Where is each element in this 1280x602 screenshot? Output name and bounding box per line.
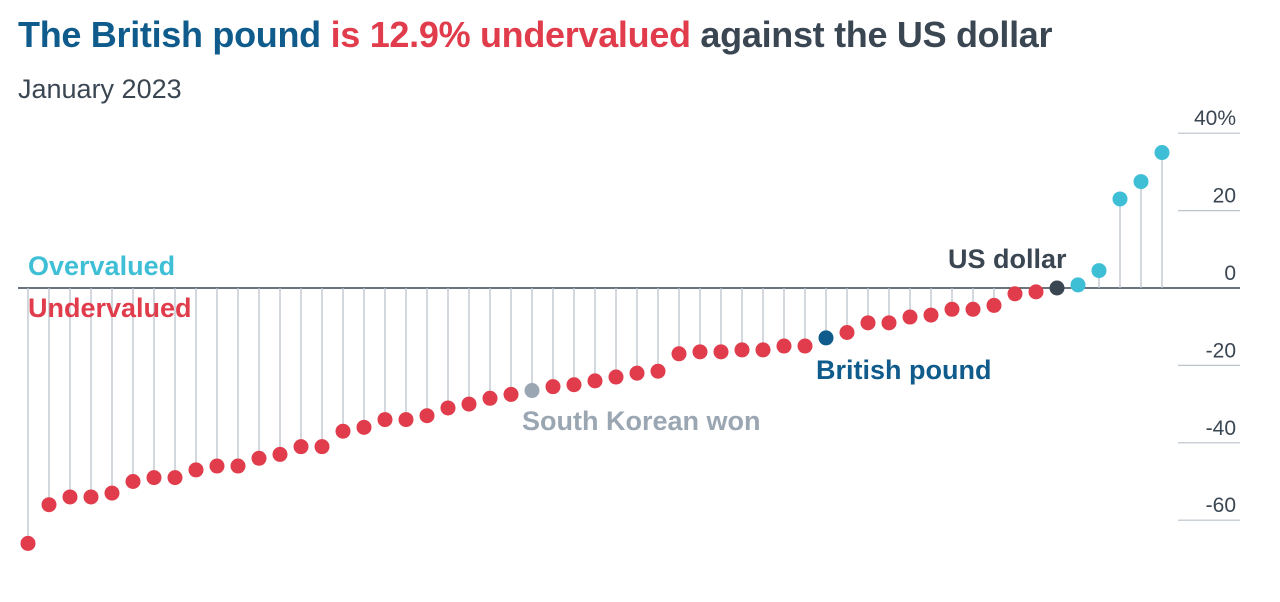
undervalued-dot [1007,286,1023,302]
undervalued-dot [587,373,603,389]
british-pound-dot [818,330,834,346]
undervalued-dot [734,342,750,358]
undervalued-dot [209,458,225,474]
dots-group [20,145,1170,551]
undervalued-dot [566,377,582,393]
undervalued-dot [692,344,708,360]
undervalued-dot [251,450,267,466]
undervalued-dot [41,497,57,513]
undervalued-dot [461,396,477,412]
overvalued-dot [1154,145,1170,161]
undervalued-dot [545,379,561,395]
overvalued-label: Overvalued [28,251,175,281]
y-tick-label: 20 [1213,185,1236,208]
title-part-pound: The British pound [18,14,321,55]
y-axis: 40% 20 0 -20 -40 -60 [1178,107,1240,521]
overvalued-dot [1091,263,1107,279]
undervalued-dot [629,365,645,381]
undervalued-dot [839,325,855,341]
undervalued-dot [167,470,183,486]
chart-subtitle: January 2023 [18,74,182,104]
undervalued-dot [482,390,498,406]
undervalued-dot [356,419,372,435]
title-part-undervalued: is 12.9% undervalued [320,14,691,55]
undervalued-dot [146,470,162,486]
chart-title: The British pound is 12.9% undervalued a… [18,14,1053,56]
undervalued-dot [440,400,456,416]
undervalued-dot [503,386,519,402]
british-pound-label: British pound [816,355,991,385]
undervalued-dot [608,369,624,385]
undervalued-dot [125,474,141,489]
overvalued-dot [1133,174,1149,190]
title-part-dollar: against the US dollar [690,14,1053,55]
undervalued-dot [860,315,876,331]
undervalued-dot [902,309,918,325]
stems-group [27,152,1163,544]
undervalued-dot [398,412,414,428]
undervalued-dot [293,439,309,455]
undervalued-dot [230,458,246,474]
y-tick-label: 40% [1194,107,1236,130]
undervalued-dot [83,489,99,505]
south-korean-won-label: South Korean won [522,406,761,436]
undervalued-label: Undervalued [28,293,192,323]
undervalued-dot [272,446,288,462]
undervalued-dot [671,346,687,362]
y-tick-label: -60 [1206,494,1236,517]
undervalued-dot [923,307,939,323]
undervalued-dot [881,315,897,331]
undervalued-dot [377,412,393,428]
undervalued-dot [755,342,771,358]
undervalued-dot [797,338,813,354]
undervalued-dot [1028,284,1044,300]
overvalued-dot [1112,191,1128,207]
annotations-group: Overvalued Undervalued US dollar British… [28,244,1067,436]
undervalued-dot [314,439,330,455]
undervalued-dot [104,485,120,501]
undervalued-dot [650,363,666,379]
us-dollar-dot [1049,280,1065,296]
us-dollar-label: US dollar [948,244,1067,274]
overvalued-dot [1070,277,1086,293]
undervalued-dot [986,297,1002,313]
undervalued-dot [944,301,960,317]
undervalued-dot [335,423,351,439]
undervalued-dot [713,344,729,360]
y-tick-label: -40 [1206,417,1236,440]
y-tick-label: -20 [1206,339,1236,362]
undervalued-dot [188,462,204,478]
y-tick-label: 0 [1224,262,1236,285]
undervalued-dot [419,408,435,424]
undervalued-dot [776,338,792,354]
south-korean-won-dot [524,383,540,399]
undervalued-dot [20,535,36,551]
undervalued-dot [62,489,78,505]
undervalued-dot [965,301,981,317]
